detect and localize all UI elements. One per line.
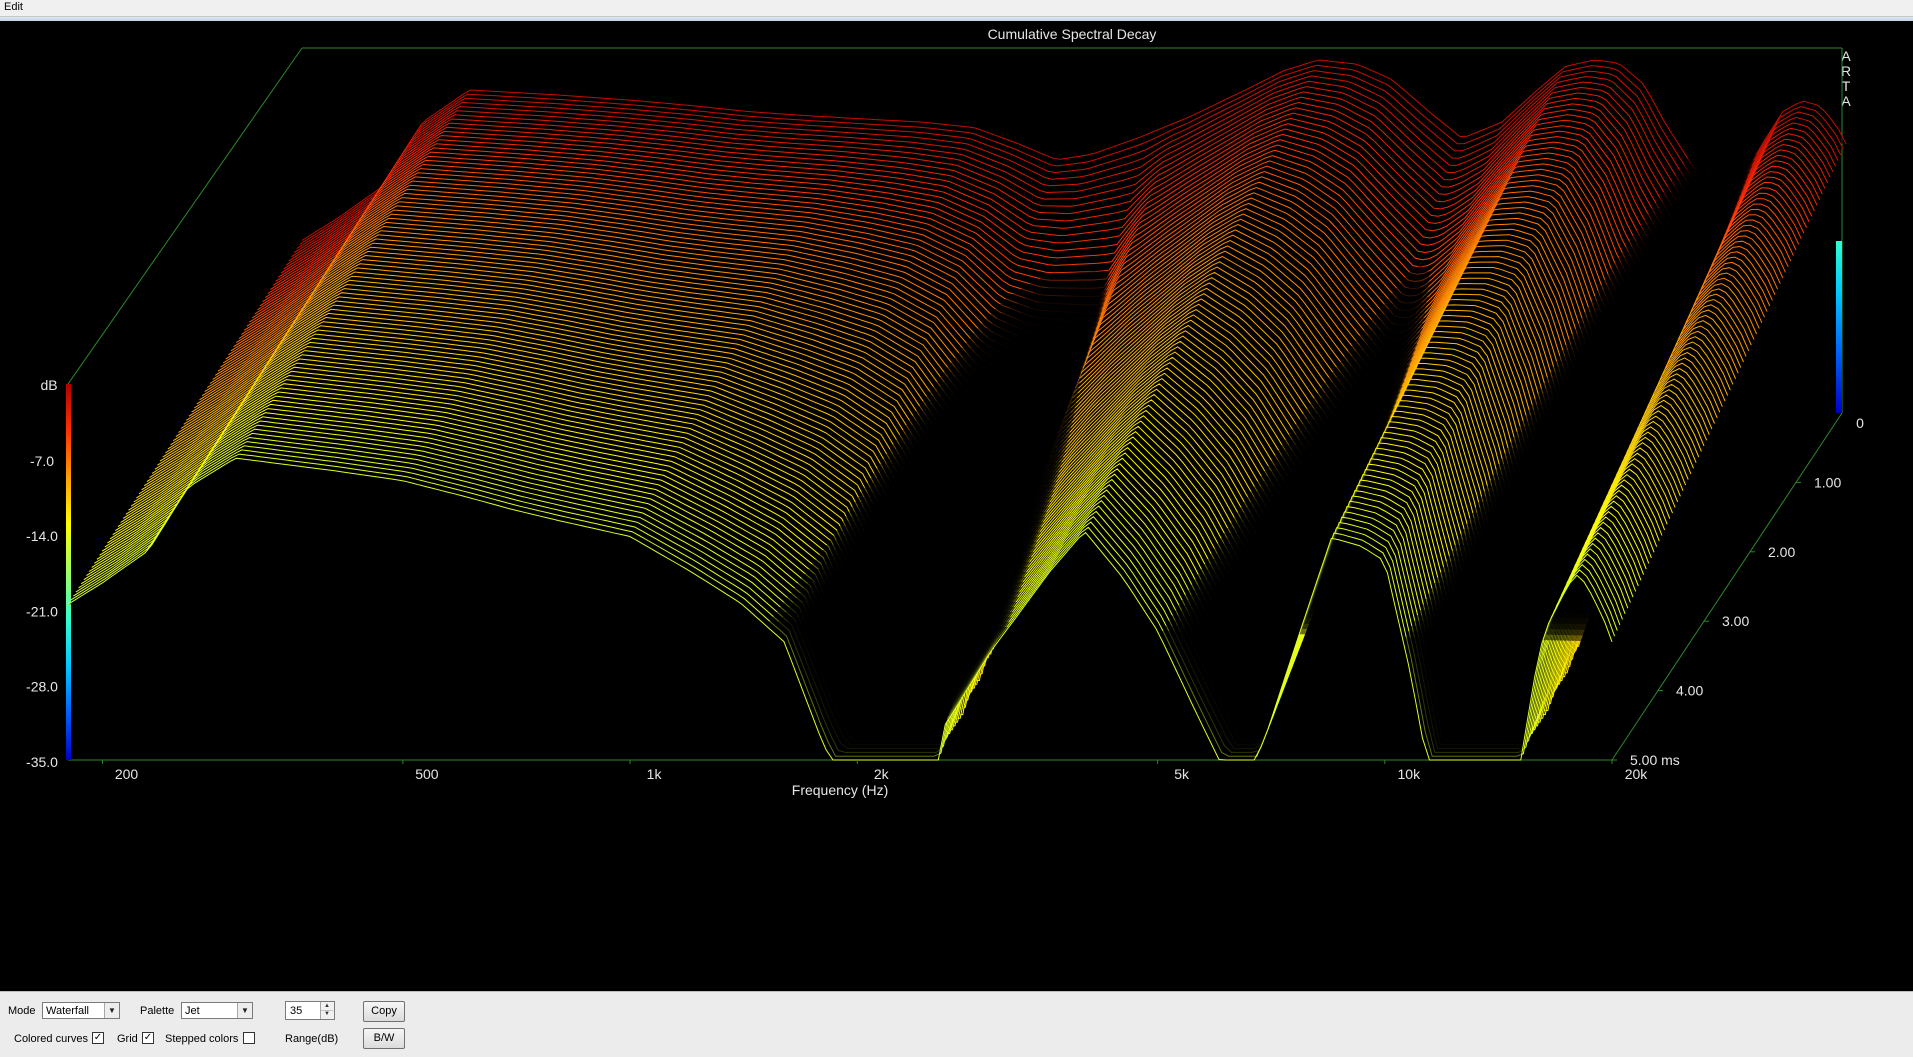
z-axis-ticks: -7.0 -14.0 -21.0 -28.0 -35.0 <box>26 453 58 770</box>
chevron-down-icon[interactable]: ▼ <box>237 1003 252 1018</box>
z-tick-label: -7.0 <box>30 453 54 469</box>
frame-right-diagonal <box>1611 412 1843 761</box>
x-tick-label: 2k <box>874 766 890 782</box>
range-label: Range(dB) <box>285 1033 339 1045</box>
spinner-up-icon[interactable]: ▲ <box>321 1002 333 1011</box>
colored-curves-label: Colored curves <box>14 1033 88 1045</box>
spinner-down-icon[interactable]: ▼ <box>324 1011 330 1017</box>
colored-curves-checkbox[interactable]: ✓ <box>92 1032 104 1044</box>
bw-button[interactable]: B/W <box>363 1028 405 1049</box>
waterfall-slice <box>67 457 1613 761</box>
x-tick-label: 20k <box>1625 766 1649 782</box>
palette-label: Palette <box>140 1005 175 1017</box>
time-tick-label: 5.00 ms <box>1630 752 1680 768</box>
x-tick-label: 200 <box>115 766 139 782</box>
stepped-colors-checkbox[interactable] <box>243 1032 255 1044</box>
time-axis-ticks: 1.00 2.00 3.00 4.00 5.00 ms <box>1612 474 1841 768</box>
chevron-down-icon[interactable]: ▼ <box>104 1003 119 1018</box>
x-tick-label: 5k <box>1174 766 1190 782</box>
mode-select[interactable]: Waterfall ▼ <box>42 1002 120 1019</box>
grid-checkbox[interactable]: ✓ <box>142 1032 154 1044</box>
chart-title: Cumulative Spectral Decay <box>988 26 1157 42</box>
time-tick-label: 2.00 <box>1768 544 1795 560</box>
stepped-colors-label: Stepped colors <box>165 1033 239 1045</box>
x-tick-label: 1k <box>647 766 663 782</box>
z-tick-label: -35.0 <box>26 754 58 770</box>
time-tick-label: 3.00 <box>1722 613 1749 629</box>
colorbar-right <box>1836 241 1842 413</box>
mode-value: Waterfall <box>46 1005 89 1017</box>
time-tick-label: 1.00 <box>1814 474 1841 490</box>
copy-button[interactable]: Copy <box>363 1001 405 1022</box>
x-axis-ticks: 200 500 1k 2k 5k 10k 20k <box>102 760 1649 782</box>
z-tick-label: -14.0 <box>26 528 58 544</box>
x-axis-label: Frequency (Hz) <box>792 782 888 798</box>
time-tick-label: 4.00 <box>1676 683 1703 699</box>
menu-edit[interactable]: Edit <box>4 1 23 13</box>
x-tick-label: 10k <box>1398 766 1422 782</box>
z-top-label: 0 <box>1856 415 1864 431</box>
spinner-buttons: ▲ ▼ <box>320 1002 334 1019</box>
frame-left-diagonal <box>67 47 303 385</box>
x-tick-label: 500 <box>415 766 439 782</box>
palette-value: Jet <box>185 1005 200 1017</box>
range-value[interactable]: 35 <box>290 1005 303 1017</box>
menu-bar: Edit <box>0 0 1913 17</box>
z-tick-label: -21.0 <box>26 603 58 619</box>
colorbar-left <box>66 384 71 760</box>
palette-select[interactable]: Jet ▼ <box>181 1002 253 1019</box>
range-spinner[interactable]: 35 ▲ ▼ <box>285 1001 335 1020</box>
toolbar-strip <box>0 17 1913 21</box>
waterfall-slices <box>67 59 1847 761</box>
grid-label: Grid <box>117 1033 138 1045</box>
mode-label: Mode <box>8 1005 36 1017</box>
control-panel: Mode Waterfall ▼ Palette Jet ▼ 35 ▲ ▼ Co… <box>0 991 1913 1057</box>
z-axis-label: dB <box>40 377 57 393</box>
z-tick-label: -28.0 <box>26 679 58 695</box>
